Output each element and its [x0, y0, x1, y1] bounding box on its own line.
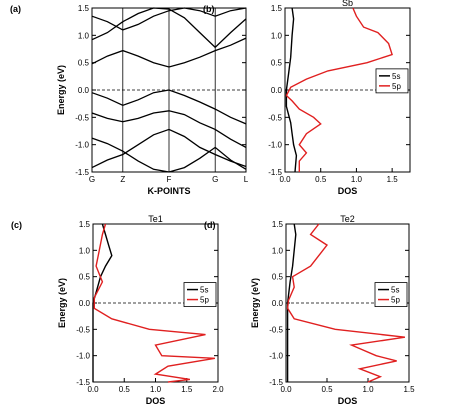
- x-tick-label: 1.5: [387, 175, 399, 184]
- dos-line-5p: [285, 7, 393, 172]
- band-line: [91, 110, 247, 148]
- x-tick-label: 1.0: [362, 385, 374, 394]
- x-tick-label: 0.5: [315, 175, 327, 184]
- legend-label: 5p: [200, 296, 209, 305]
- y-tick-label: -0.5: [269, 325, 283, 334]
- x-axis-label: K-POINTS: [147, 186, 190, 196]
- panel-b: [284, 7, 411, 173]
- x-axis-label: DOS: [146, 396, 166, 406]
- legend-label: 5s: [391, 286, 399, 295]
- y-tick-label: -1.5: [268, 168, 282, 177]
- legend-label: 5p: [392, 82, 401, 91]
- y-tick-label: 0.5: [272, 273, 284, 282]
- y-tick-label: -1.5: [269, 378, 283, 387]
- legend-box: [374, 282, 408, 307]
- x-tick-label: 1.5: [403, 385, 415, 394]
- y-axis-label: Energy (eV): [56, 65, 66, 115]
- legend-box: [375, 68, 409, 94]
- panel-title: Te2: [340, 214, 355, 224]
- y-tick-label: 1.0: [79, 246, 91, 255]
- panel-c: [92, 223, 219, 383]
- y-tick-label: -0.5: [76, 325, 90, 334]
- x-tick-label: 2.0: [212, 385, 224, 394]
- legend-label: 5s: [200, 286, 208, 295]
- panel-d: [285, 223, 410, 383]
- dos-line-5p: [93, 223, 216, 383]
- band-line: [91, 89, 247, 125]
- legend-label: 5p: [391, 296, 400, 305]
- x-tick-label: 0.5: [321, 385, 333, 394]
- panel-a: [91, 7, 247, 173]
- panel-label: (d): [204, 220, 216, 230]
- y-tick-label: 1.5: [79, 220, 91, 229]
- y-tick-label: -1.0: [75, 141, 89, 150]
- y-tick-label: -1.0: [269, 352, 283, 361]
- x-tick-label: 1.0: [351, 175, 363, 184]
- y-tick-label: 0.0: [79, 299, 91, 308]
- x-tick-label: 1.0: [150, 385, 162, 394]
- y-tick-label: -1.5: [76, 378, 90, 387]
- x-tick-label: 0.0: [87, 385, 99, 394]
- kpoint-label: L: [244, 175, 249, 184]
- kpoint-label: Z: [120, 175, 125, 184]
- x-tick-label: 0.5: [119, 385, 131, 394]
- y-tick-label: -0.5: [75, 113, 89, 122]
- band-line: [91, 137, 247, 173]
- y-tick-label: -1.5: [75, 168, 89, 177]
- y-tick-label: -1.0: [76, 352, 90, 361]
- legend-box: [183, 282, 217, 307]
- band-line: [91, 7, 247, 49]
- panel-label: (b): [203, 4, 215, 14]
- x-tick-label: 0.0: [280, 385, 292, 394]
- band-line: [91, 37, 247, 68]
- y-tick-label: 1.5: [78, 4, 90, 13]
- kpoint-label: G: [89, 175, 95, 184]
- y-tick-label: 1.5: [272, 220, 284, 229]
- y-tick-label: 0.0: [272, 299, 284, 308]
- panel-label: (a): [10, 4, 21, 14]
- panel-title: Te1: [148, 214, 163, 224]
- y-tick-label: 1.0: [272, 246, 284, 255]
- panel-label: (c): [11, 220, 22, 230]
- y-tick-label: 1.5: [271, 4, 283, 13]
- x-tick-label: 0.0: [279, 175, 291, 184]
- y-axis-label: Energy (eV): [250, 278, 260, 328]
- kpoint-label: G: [212, 175, 218, 184]
- x-axis-label: DOS: [338, 396, 358, 406]
- dos-line-5s: [286, 223, 297, 382]
- y-tick-label: -0.5: [268, 113, 282, 122]
- legend-label: 5s: [392, 72, 400, 81]
- y-tick-label: 0.5: [79, 273, 91, 282]
- x-axis-label: DOS: [338, 186, 358, 196]
- y-tick-label: 0.0: [271, 86, 283, 95]
- y-tick-label: 0.0: [78, 86, 90, 95]
- y-tick-label: 0.5: [271, 59, 283, 68]
- dos-line-5p: [286, 223, 406, 383]
- x-tick-label: 1.5: [181, 385, 193, 394]
- y-axis-label: Energy (eV): [57, 278, 67, 328]
- y-tick-label: 0.5: [78, 59, 90, 68]
- kpoint-label: F: [167, 175, 172, 184]
- y-tick-label: 1.0: [78, 31, 90, 40]
- band-line: [91, 7, 247, 31]
- y-tick-label: 1.0: [271, 31, 283, 40]
- y-tick-label: -1.0: [268, 141, 282, 150]
- band-line: [91, 128, 247, 169]
- dos-line-5s: [285, 7, 298, 173]
- panel-title: Sb: [342, 0, 353, 8]
